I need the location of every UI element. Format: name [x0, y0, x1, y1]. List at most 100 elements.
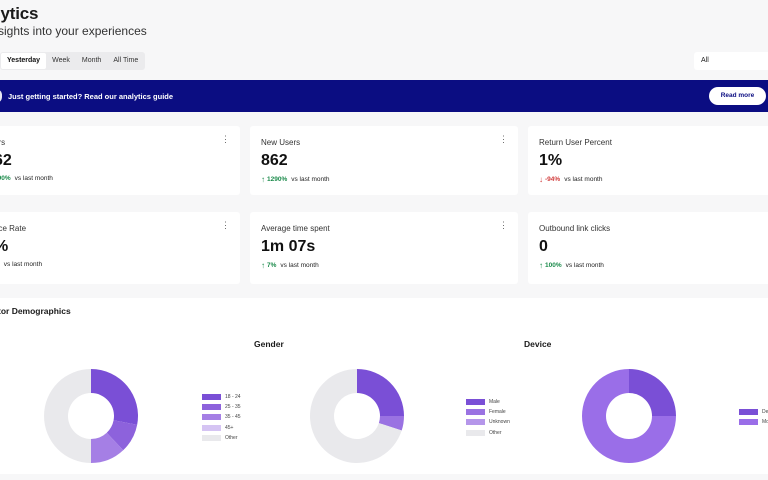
stat-value: 0: [539, 238, 548, 255]
stat-change: %vs last month: [0, 261, 42, 268]
demographics-title: tor Demographics: [0, 306, 71, 316]
legend-swatch: [202, 414, 221, 421]
legend-swatch: [466, 419, 485, 426]
legend-label: Female: [489, 409, 506, 416]
stat-card-outbound-clicks: Outbound link clicks 0 ↑ 100% vs last month: [528, 212, 768, 284]
stat-change: ↑ 100% vs last month: [539, 261, 604, 270]
legend-item: 45+: [202, 423, 241, 433]
arrow-up-icon: ↑: [261, 261, 265, 270]
legend-item: 25 - 35: [202, 402, 241, 412]
legend-swatch: [202, 394, 221, 401]
kebab-menu-icon[interactable]: ⋮: [221, 134, 230, 144]
stat-card-visitors: ors 62 290%vs last month ⋮: [0, 126, 240, 195]
donut-slice-other: [310, 369, 402, 463]
donut-slice-mo: [582, 369, 676, 463]
donut-slice-18-24: [91, 369, 138, 425]
legend-swatch: [202, 434, 221, 441]
vs-label: vs last month: [3, 261, 43, 268]
stat-card-avg-time: Average time spent 1m 07s ↑ 7% vs last month…: [250, 212, 518, 284]
legend-label: Male: [489, 399, 500, 406]
stat-value: 1%: [539, 152, 563, 169]
stat-label: Average time spent: [261, 224, 330, 233]
read-more-button[interactable]: Read more: [709, 87, 766, 105]
stat-label: ors: [0, 138, 6, 147]
legend-item: 18 - 24: [202, 392, 241, 402]
chart-legend: 18 - 24 25 - 35 35 - 45 45+ Other: [202, 392, 241, 443]
stat-value: 62: [0, 152, 12, 169]
page-title: lytics: [0, 4, 39, 23]
legend-label: De: [762, 409, 768, 416]
arrow-up-icon: ↑: [539, 261, 543, 270]
chart-legend: Male Female Unknown Other: [466, 397, 510, 438]
vs-label: vs last month: [565, 262, 604, 269]
kebab-menu-icon[interactable]: ⋮: [499, 220, 508, 230]
legend-swatch: [739, 419, 758, 426]
donut-slice-de: [629, 369, 676, 416]
vs-label: vs last month: [564, 176, 603, 183]
arrow-down-icon: ↓: [539, 175, 543, 184]
stat-change: ↓ -94% vs last month: [539, 175, 602, 184]
legend-label: Other: [225, 434, 238, 441]
stat-label: Return User Percent: [539, 138, 612, 147]
change-percent: 100%: [545, 262, 562, 269]
legend-swatch: [466, 409, 485, 416]
donut-slice-other: [44, 369, 91, 463]
change-percent: 1290%: [267, 176, 288, 183]
legend-item: Mo: [739, 417, 768, 427]
stat-label: New Users: [261, 138, 301, 147]
stat-value: %: [0, 238, 8, 256]
stat-card-bounce-rate: nce Rate% %vs last month ⋮: [0, 212, 240, 284]
tab-week[interactable]: Week: [52, 57, 70, 64]
demographics-panel: tor Demographics 18 - 24 25 - 35 35 - 45 45…: [0, 298, 768, 474]
legend-item: Unknown: [466, 417, 510, 427]
legend-swatch: [466, 399, 485, 406]
stat-change: ↑ 7% vs last month: [261, 261, 319, 270]
donut-slice-35-45: [91, 432, 124, 463]
stat-label: Outbound link clicks: [539, 224, 611, 233]
vs-label: vs last month: [280, 262, 319, 269]
page-subtitle: sights into your experiences: [0, 24, 147, 38]
legend-item: 35 - 45: [202, 412, 241, 422]
tab-all-time[interactable]: All Time: [113, 57, 139, 64]
legend-swatch: [202, 424, 221, 431]
legend-label: 18 - 24: [225, 394, 241, 401]
tab-month[interactable]: Month: [81, 57, 102, 64]
tab-yesterday[interactable]: Yesterday: [1, 53, 47, 69]
legend-swatch: [466, 429, 485, 436]
legend-label: 35 - 45: [225, 414, 241, 421]
legend-label: Mo: [762, 419, 768, 426]
vs-label: vs last month: [291, 176, 330, 183]
legend-label: 25 - 35: [225, 404, 241, 411]
donut-slice-female: [378, 416, 404, 431]
change-percent: 7%: [267, 262, 277, 269]
legend-label: Other: [489, 429, 502, 436]
stat-label: nce Rate: [0, 224, 27, 233]
legend-item: Other: [202, 433, 241, 443]
banner-text: Just getting started? Read our analytics…: [8, 92, 174, 101]
filter-select[interactable]: All: [694, 52, 768, 70]
stat-value: 862: [261, 152, 288, 169]
guide-banner: Just getting started? Read our analytics…: [0, 80, 768, 112]
stat-change: 290%vs last month: [0, 175, 53, 182]
donut-slice-25-35: [106, 420, 138, 451]
stat-change: ↑ 1290% vs last month: [261, 175, 330, 184]
chart-title: Gender: [254, 339, 284, 349]
donut-chart: [310, 369, 404, 463]
legend-label: 45+: [225, 424, 234, 431]
chart-title: Device: [524, 339, 552, 349]
donut-chart: [44, 369, 138, 463]
kebab-menu-icon[interactable]: ⋮: [221, 220, 230, 230]
kebab-menu-icon[interactable]: ⋮: [499, 134, 508, 144]
change-percent: -94%: [545, 176, 561, 183]
legend-swatch: [202, 404, 221, 411]
legend-item: Other: [466, 428, 510, 438]
stat-value: 1m 07s: [261, 238, 316, 255]
legend-item: De: [739, 407, 768, 417]
legend-item: Female: [466, 407, 510, 417]
legend-swatch: [739, 409, 758, 416]
legend-label: Unknown: [489, 419, 510, 426]
stat-card-new-users: New Users 862 ↑ 1290% vs last month ⋮: [250, 126, 518, 195]
chart-legend: De Mo: [739, 407, 768, 427]
arrow-up-icon: ↑: [261, 175, 265, 184]
stat-card-return-user: Return User Percent 1% ↓ -94% vs last month: [528, 126, 768, 195]
